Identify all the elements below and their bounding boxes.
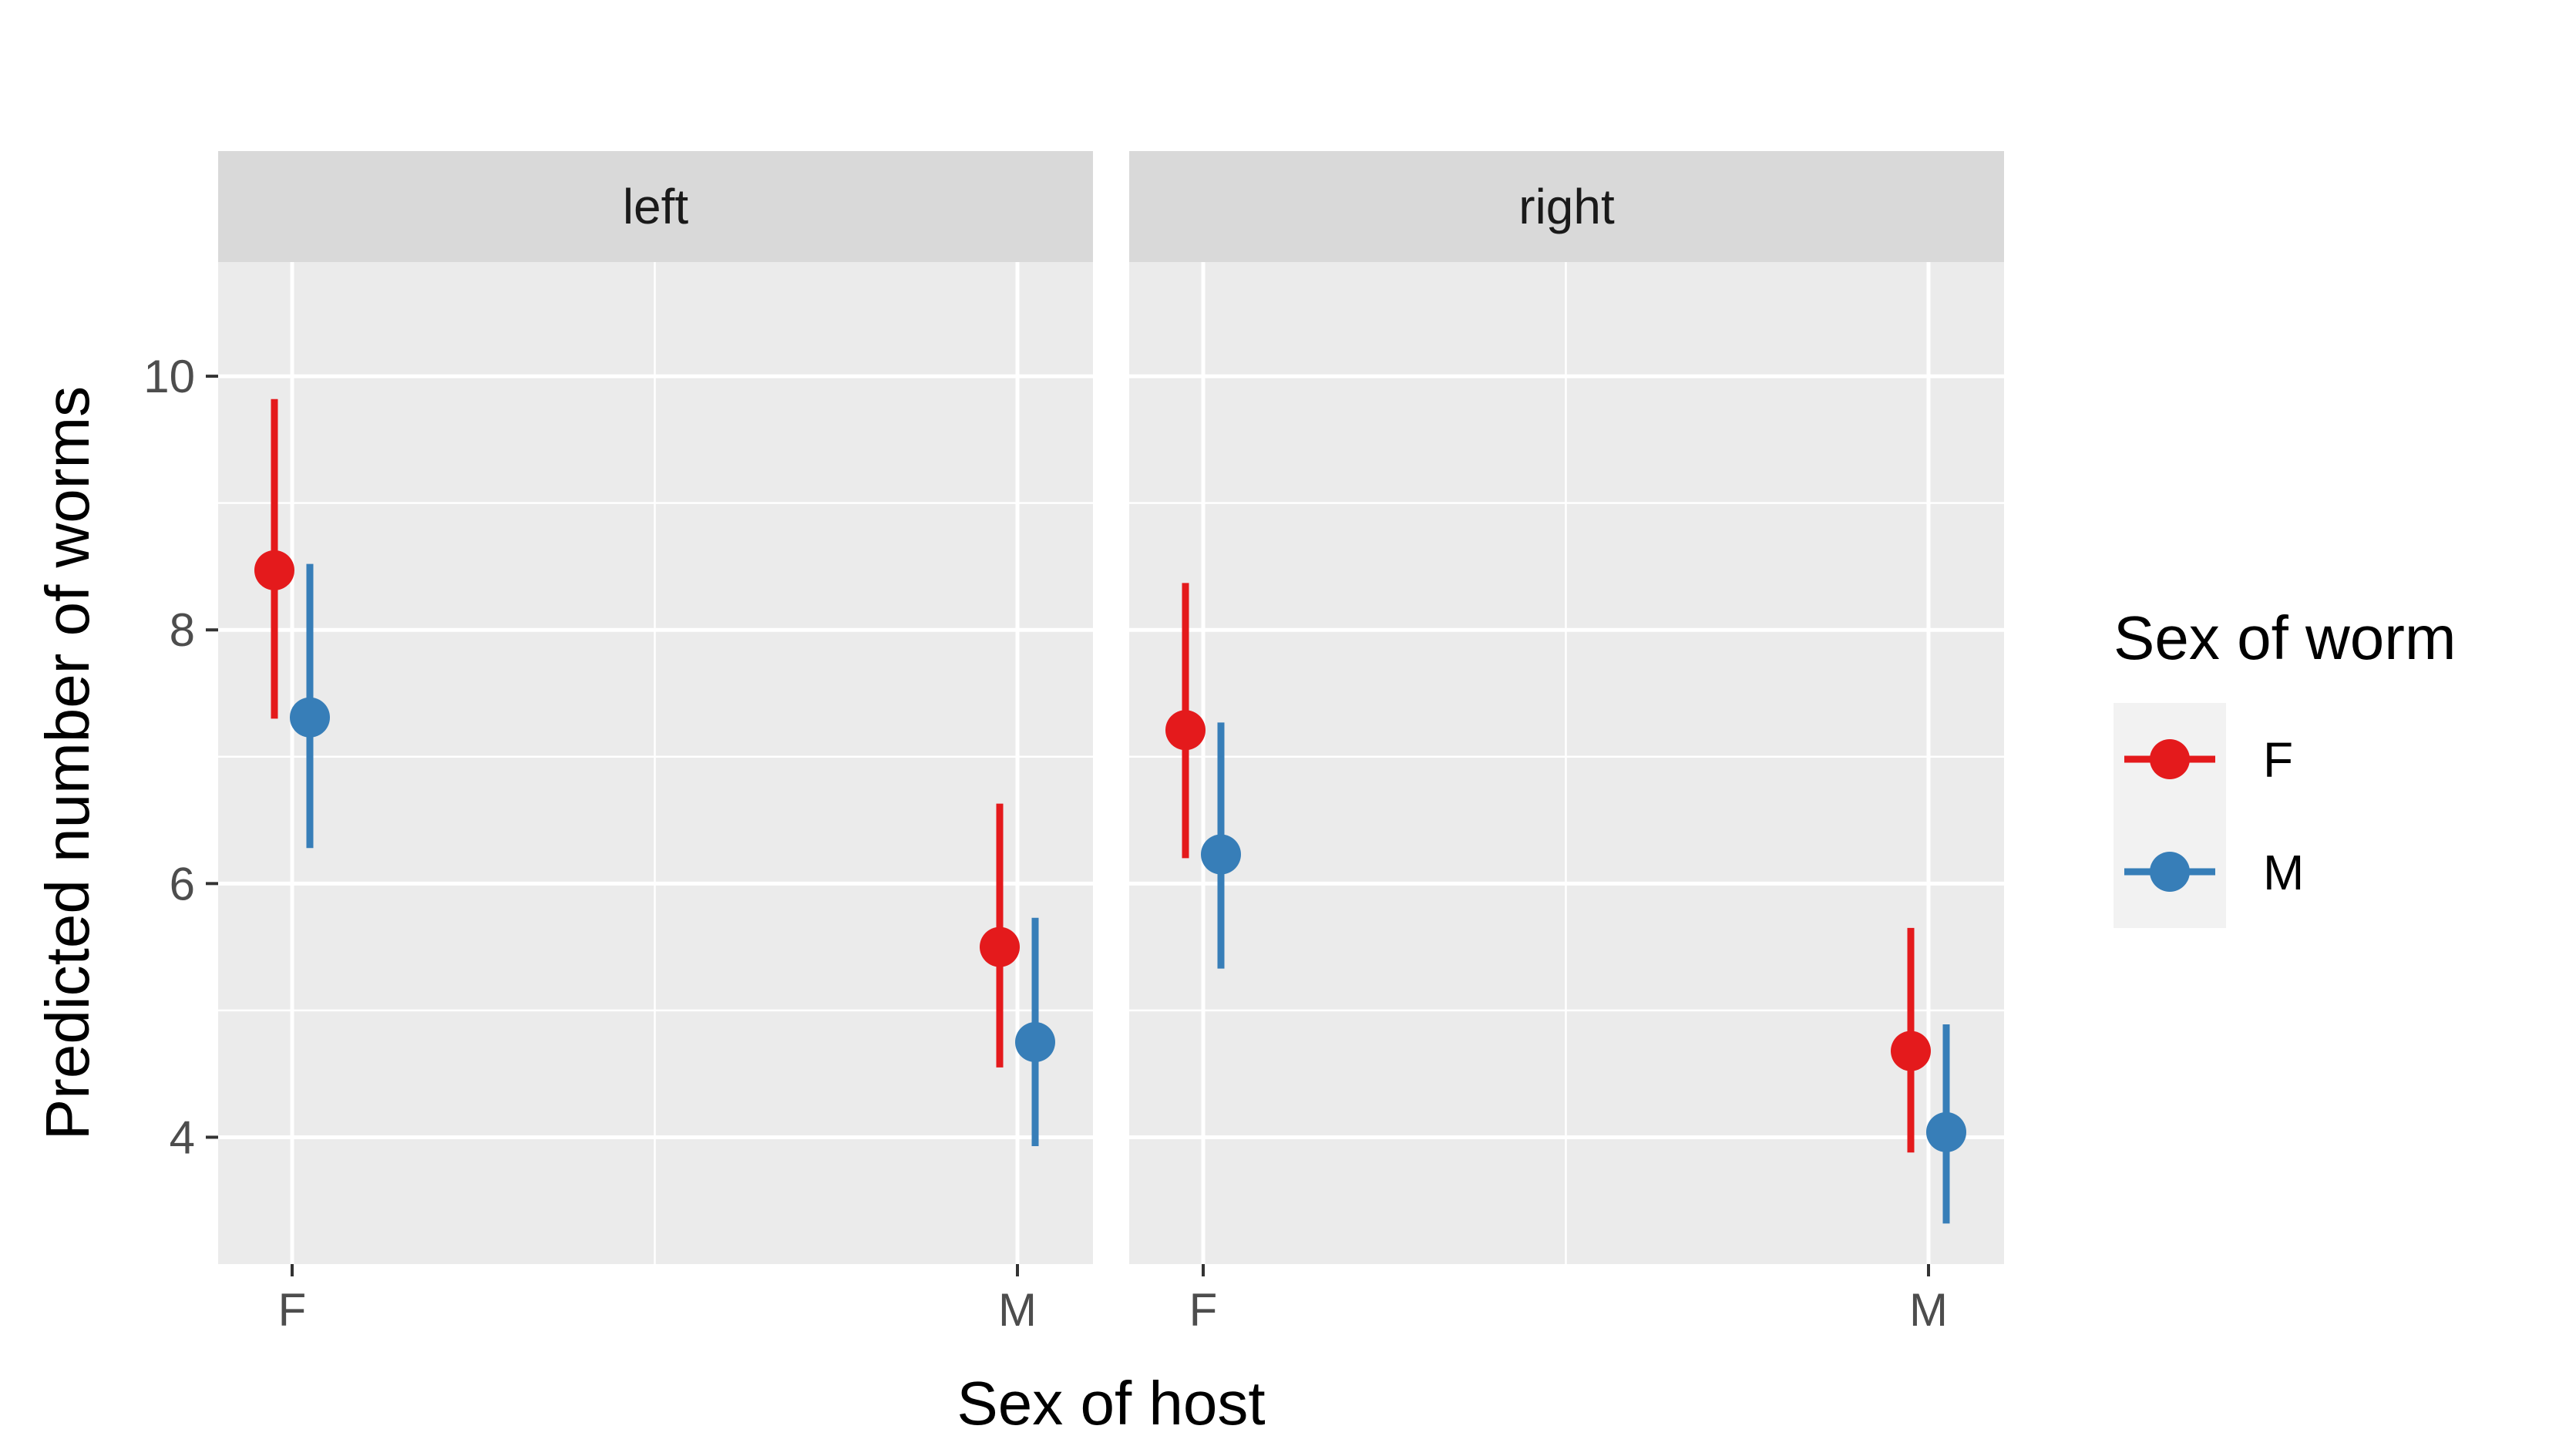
x-tick-label: F <box>278 1284 307 1336</box>
facet-strip <box>218 151 1093 262</box>
y-tick-label: 4 <box>170 1111 195 1163</box>
data-point-f <box>254 550 294 590</box>
legend-key-point <box>2150 739 2190 779</box>
y-axis: 4 6 8 10 <box>143 351 218 1163</box>
y-axis-title: Predicted number of worms <box>33 386 102 1140</box>
facet-strip-label: left <box>623 179 689 234</box>
data-point-f <box>980 926 1020 967</box>
data-point-m <box>1926 1111 1966 1152</box>
panel-left: left <box>218 151 1093 1264</box>
data-point-m <box>1015 1022 1055 1063</box>
facet-strip-label: right <box>1518 179 1615 234</box>
y-tick-label: 6 <box>170 858 195 910</box>
legend-key-point <box>2150 852 2190 892</box>
x-tick-label: M <box>998 1284 1037 1336</box>
y-tick-label: 8 <box>170 604 195 656</box>
panel-right: right <box>1129 151 2004 1264</box>
legend-title: Sex of worm <box>2114 604 2457 672</box>
x-axis-title: Sex of host <box>957 1369 1265 1438</box>
legend: Sex of worm F M <box>2114 604 2457 928</box>
data-point-f <box>1165 710 1206 751</box>
data-point-m <box>290 697 330 738</box>
y-tick-label: 10 <box>143 351 195 402</box>
facet-panels: left right <box>218 151 2004 1264</box>
data-point-f <box>1891 1031 1931 1071</box>
legend-label: M <box>2263 845 2304 900</box>
x-tick-label: F <box>1189 1284 1218 1336</box>
facet-strip <box>1129 151 2004 262</box>
legend-label: F <box>2263 732 2293 788</box>
x-tick-label: M <box>1909 1284 1948 1336</box>
data-point-m <box>1201 834 1241 875</box>
